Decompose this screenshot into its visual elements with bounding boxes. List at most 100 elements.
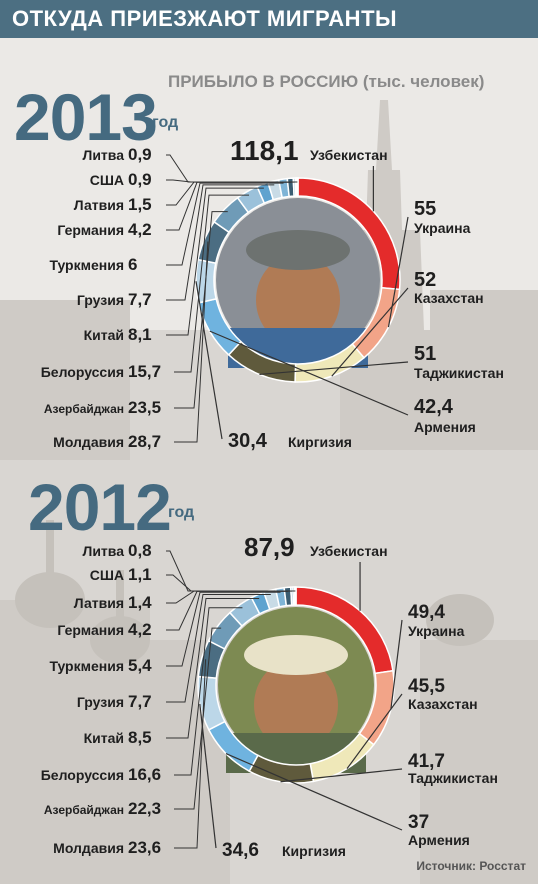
category-label-china: Китай: [84, 327, 124, 343]
value-label-lithuania: 0,9: [128, 145, 152, 164]
value-label-tajikistan: 51: [414, 343, 436, 365]
value-label-lithuania: 0,8: [128, 541, 152, 560]
leader-line-georgia: [166, 184, 275, 301]
value-label-belarus: 15,7: [128, 362, 161, 381]
leader-line-china: [166, 598, 260, 739]
page-title: ОТКУДА ПРИЕЗЖАЮТ МИГРАНТЫ: [12, 6, 398, 31]
leader-line-moldova: [174, 241, 209, 443]
year-2012-heading: 2012: [28, 470, 172, 544]
header-bar: ОТКУДА ПРИЕЗЖАЮТ МИГРАНТЫ: [0, 0, 538, 38]
category-label-germany: Германия: [57, 622, 124, 638]
source-note: Источник: Росстат: [416, 859, 526, 873]
category-label-armenia: Армения: [408, 832, 470, 848]
value-label-turkmenistan: 6: [128, 255, 137, 274]
category-label-ukraine: Украина: [408, 623, 465, 639]
value-label-uzbekistan: 87,9: [244, 532, 295, 562]
leader-line-georgia: [166, 593, 271, 703]
leader-line-tajikistan: [280, 768, 403, 783]
leader-line-turkmenistan: [166, 591, 281, 667]
category-label-turkmenistan: Туркмения: [49, 257, 124, 273]
category-label-georgia: Грузия: [77, 694, 124, 710]
value-label-moldova: 23,6: [128, 838, 161, 857]
value-label-usa: 0,9: [128, 170, 152, 189]
leader-line-turkmenistan: [166, 182, 284, 266]
leader-line-china: [166, 187, 264, 336]
category-label-ukraine: Украина: [414, 220, 471, 236]
value-label-germany: 4,2: [128, 220, 152, 239]
value-label-latvia: 1,4: [128, 593, 152, 612]
category-label-belarus: Белоруссия: [41, 767, 124, 783]
category-label-usa: США: [90, 172, 124, 188]
value-label-moldova: 28,7: [128, 432, 161, 451]
leader-line-ukraine: [390, 619, 403, 710]
value-label-kyrgyzstan: 30,4: [228, 430, 268, 452]
value-label-uzbekistan: 118,1: [230, 135, 299, 166]
category-label-germany: Германия: [57, 222, 124, 238]
value-label-georgia: 7,7: [128, 290, 152, 309]
leader-line-kazakhstan: [346, 693, 403, 770]
value-label-azerbaijan: 23,5: [128, 398, 161, 417]
leader-line-azerbaijan: [174, 211, 228, 409]
value-label-usa: 1,1: [128, 565, 152, 584]
category-label-usa: США: [90, 567, 124, 583]
leader-line-germany: [166, 181, 291, 231]
value-label-armenia: 42,4: [414, 396, 454, 418]
category-label-kyrgyzstan: Киргизия: [288, 434, 352, 450]
value-label-kazakhstan: 45,5: [408, 676, 445, 697]
leader-line-tajikistan: [259, 361, 409, 376]
leader-line-belarus: [174, 607, 243, 776]
category-label-kazakhstan: Казахстан: [414, 290, 484, 306]
category-label-turkmenistan: Туркмения: [49, 658, 124, 674]
leader-line-kazakhstan: [331, 287, 409, 377]
value-label-kazakhstan: 52: [414, 269, 436, 291]
value-label-belarus: 16,6: [128, 765, 161, 784]
category-label-kyrgyzstan: Киргизия: [282, 843, 346, 859]
leader-line-ukraine: [387, 216, 409, 328]
category-label-uzbekistan: Узбекистан: [310, 543, 388, 559]
category-label-armenia: Армения: [414, 419, 476, 435]
category-label-azerbaijan: Азербайджан: [44, 402, 124, 416]
year-2013-suffix: год: [152, 114, 179, 131]
value-label-latvia: 1,5: [128, 195, 152, 214]
leader-line-armenia: [225, 752, 403, 831]
category-label-moldova: Молдавия: [53, 434, 124, 450]
value-label-ukraine: 49,4: [408, 602, 445, 623]
category-label-moldova: Молдавия: [53, 840, 124, 856]
value-label-kyrgyzstan: 34,6: [222, 840, 259, 861]
donut-segment-lithuania: [293, 586, 297, 606]
category-label-latvia: Латвия: [74, 595, 124, 611]
value-label-armenia: 37: [408, 812, 429, 833]
leader-line-armenia: [209, 330, 409, 416]
value-label-azerbaijan: 22,3: [128, 799, 161, 818]
leader-line-belarus: [174, 194, 250, 373]
leader-line-moldova: [174, 659, 207, 849]
leader-line-kyrgyzstan: [195, 281, 223, 440]
category-label-azerbaijan: Азербайджан: [44, 803, 124, 817]
category-label-lithuania: Литва: [83, 147, 125, 163]
worker-photo-2012: [218, 607, 374, 773]
value-label-tajikistan: 41,7: [408, 751, 445, 772]
leader-line-germany: [166, 590, 288, 631]
value-label-china: 8,5: [128, 728, 152, 747]
chart-subtitle: ПРИБЫЛО В РОССИЮ (тыс. человек): [168, 72, 485, 91]
year-2012-suffix: год: [168, 504, 195, 521]
category-label-belarus: Белоруссия: [41, 364, 124, 380]
category-label-tajikistan: Таджикистан: [414, 365, 504, 381]
category-label-tajikistan: Таджикистан: [408, 770, 498, 786]
value-label-ukraine: 55: [414, 198, 436, 220]
category-label-china: Китай: [84, 730, 124, 746]
category-label-lithuania: Литва: [83, 543, 125, 559]
value-label-germany: 4,2: [128, 620, 152, 639]
category-label-georgia: Грузия: [77, 292, 124, 308]
donut-segment-lithuania: [295, 177, 299, 197]
category-label-kazakhstan: Казахстан: [408, 696, 478, 712]
category-label-uzbekistan: Узбекистан: [310, 147, 388, 163]
value-label-turkmenistan: 5,4: [128, 656, 152, 675]
value-label-georgia: 7,7: [128, 692, 152, 711]
category-label-latvia: Латвия: [74, 197, 124, 213]
value-label-china: 8,1: [128, 325, 152, 344]
year-2013-heading: 2013: [14, 80, 158, 154]
